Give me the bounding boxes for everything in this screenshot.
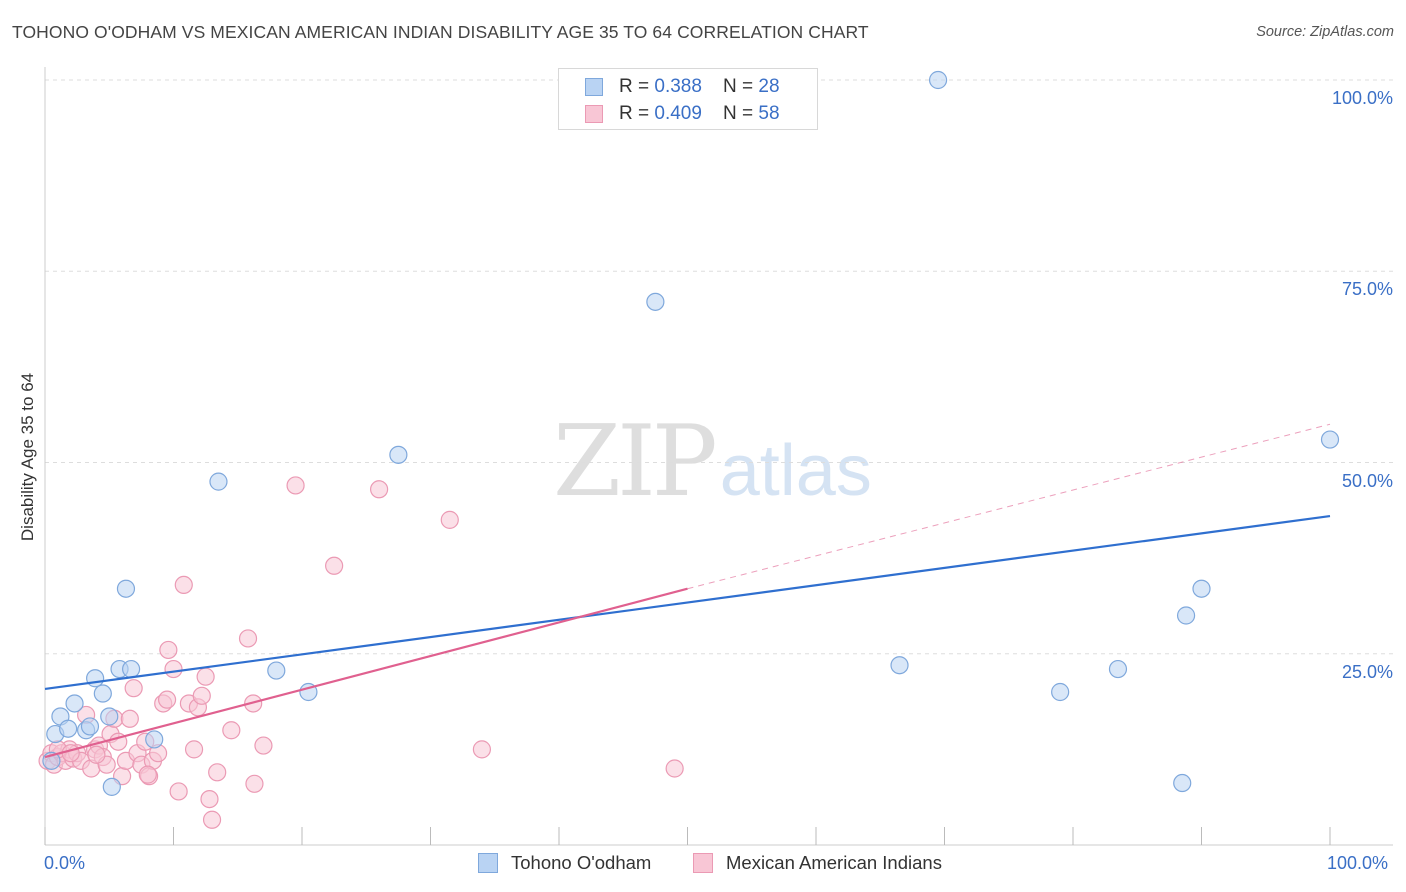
series-tohono-oodham <box>42 70 1340 796</box>
data-point-mexican-american-indians <box>174 575 193 595</box>
data-point-tohono-oodham <box>116 579 136 598</box>
x-tick-label-min: 0.0% <box>44 853 86 873</box>
data-point-tohono-oodham <box>121 659 141 679</box>
data-point-mexican-american-indians <box>208 763 227 782</box>
data-point-mexican-american-indians <box>120 709 139 728</box>
data-point-tohono-oodham <box>928 70 948 90</box>
data-point-mexican-american-indians <box>245 774 264 793</box>
data-point-mexican-american-indians <box>222 721 241 740</box>
bottom-legend-label: Tohono O'odham <box>511 852 652 873</box>
data-point-mexican-american-indians <box>196 667 215 686</box>
data-point-mexican-american-indians <box>157 690 177 709</box>
data-point-mexican-american-indians <box>472 740 491 759</box>
r-label: R = <box>619 76 655 97</box>
y-axis-label: Disability Age 35 to 64 <box>18 372 37 542</box>
gridlines <box>45 79 1393 655</box>
y-tick-label: 100.0% <box>1331 88 1393 108</box>
data-point-tohono-oodham <box>209 472 228 491</box>
data-point-mexican-american-indians <box>192 686 211 705</box>
data-point-mexican-american-indians <box>164 659 183 679</box>
data-point-mexican-american-indians <box>202 810 222 829</box>
trend-line-mexican-american-indians-extension <box>687 423 1331 590</box>
data-point-mexican-american-indians <box>238 629 258 648</box>
y-tick-label: 75.0% <box>1341 279 1393 300</box>
n-value: 58 <box>758 103 780 124</box>
watermark: ZIPatlas <box>553 405 872 519</box>
data-point-mexican-american-indians <box>138 765 157 784</box>
trend-line-tohono-oodham <box>44 514 1331 691</box>
data-point-tohono-oodham <box>389 445 408 464</box>
data-point-mexican-american-indians <box>440 510 459 529</box>
data-point-tohono-oodham <box>145 730 164 749</box>
data-point-tohono-oodham <box>267 661 286 680</box>
data-point-tohono-oodham <box>100 707 119 726</box>
data-point-mexican-american-indians <box>370 480 389 499</box>
data-point-tohono-oodham <box>59 719 78 738</box>
data-point-tohono-oodham <box>890 656 909 675</box>
data-point-mexican-american-indians <box>61 744 80 763</box>
legend-swatch-blue <box>585 78 603 96</box>
legend-swatch-pink <box>585 105 603 123</box>
data-point-mexican-american-indians <box>665 759 684 778</box>
n-value: 28 <box>758 76 780 97</box>
r-value: 0.388 <box>654 76 702 97</box>
correlation-legend: R = 0.388 N = 28 R = 0.409 N = 58 <box>558 68 818 130</box>
data-point-tohono-oodham <box>102 777 121 796</box>
n-label: N = <box>723 76 759 97</box>
y-tick-label: 25.0% <box>1341 661 1393 682</box>
data-point-mexican-american-indians <box>286 476 305 495</box>
data-point-mexican-american-indians <box>184 740 204 759</box>
data-point-tohono-oodham <box>1051 682 1070 702</box>
n-label: N = <box>723 103 759 124</box>
bottom-legend-swatch-pink <box>693 853 713 873</box>
data-point-mexican-american-indians <box>159 640 178 660</box>
data-point-tohono-oodham <box>80 717 100 736</box>
data-point-mexican-american-indians <box>124 679 143 698</box>
data-point-mexican-american-indians <box>87 745 106 764</box>
bottom-legend-swatch-blue <box>478 853 498 873</box>
data-point-mexican-american-indians <box>200 789 219 809</box>
chart-title: TOHONO O'ODHAM VS MEXICAN AMERICAN INDIA… <box>12 22 869 42</box>
series-mexican-american-indians <box>38 476 684 829</box>
data-point-tohono-oodham <box>1108 659 1128 679</box>
trend-lines <box>44 423 1331 759</box>
legend-row-label: R = 0.409 N = 58 <box>619 103 780 125</box>
source-credit: Source: ZipAtlas.com <box>1256 24 1394 40</box>
bottom-legend-label: Mexican American Indians <box>726 852 942 873</box>
legend-row-label: R = 0.388 N = 28 <box>619 76 780 98</box>
data-point-tohono-oodham <box>86 669 105 688</box>
data-point-tohono-oodham <box>1176 606 1196 625</box>
data-point-mexican-american-indians <box>325 556 344 575</box>
data-point-mexican-american-indians <box>169 782 188 801</box>
trend-line-mexican-american-indians <box>44 587 688 759</box>
data-point-tohono-oodham <box>1192 579 1211 598</box>
data-point-mexican-american-indians <box>254 736 273 755</box>
axes <box>44 67 1393 846</box>
data-point-tohono-oodham <box>93 684 112 703</box>
y-tick-label: 50.0% <box>1341 470 1393 491</box>
r-value: 0.409 <box>654 103 702 124</box>
watermark-atlas: atlas <box>719 431 872 511</box>
data-point-tohono-oodham <box>1173 773 1192 793</box>
r-label: R = <box>619 103 655 124</box>
data-point-tohono-oodham <box>65 694 84 713</box>
data-point-tohono-oodham <box>1320 430 1340 449</box>
data-point-tohono-oodham <box>646 292 665 311</box>
x-tick-label-max: 100.0% <box>1327 853 1389 873</box>
watermark-zip: ZIP <box>553 405 718 519</box>
